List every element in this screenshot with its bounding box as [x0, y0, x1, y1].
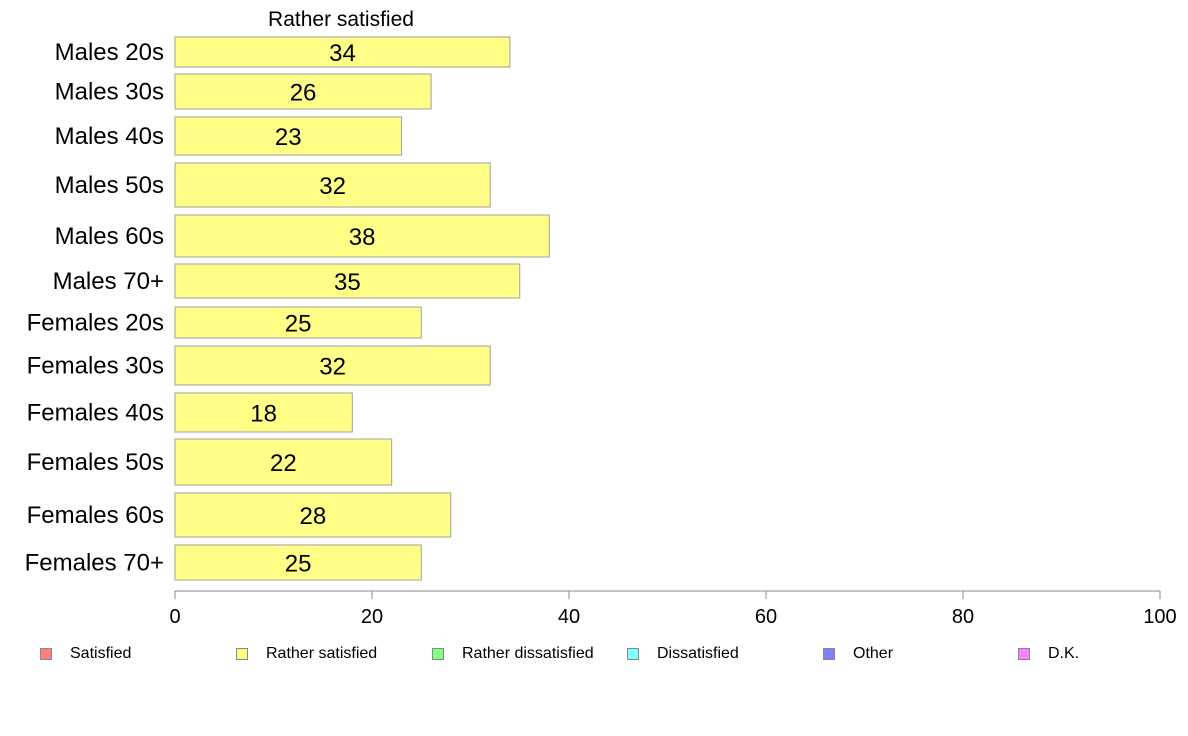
data-label: 38 [349, 224, 376, 251]
data-label: 25 [285, 311, 312, 338]
category-label: Males 30s [55, 79, 164, 106]
bar [174, 162, 491, 208]
bar [174, 492, 452, 538]
legend-swatch [40, 648, 52, 660]
bar [174, 36, 511, 68]
legend-item: Rather dissatisfied [432, 645, 594, 663]
legend-label: Rather satisfied [266, 645, 378, 662]
legend-item: Satisfied [40, 645, 131, 663]
bar [174, 73, 432, 110]
bar [174, 392, 353, 433]
legend-item: Other [823, 645, 893, 663]
data-label: 32 [319, 354, 346, 381]
x-tick-label: 80 [952, 606, 974, 628]
chart-title: Rather satisfied [268, 8, 414, 31]
legend-label: Rather dissatisfied [462, 645, 594, 662]
category-label: Females 20s [27, 310, 164, 337]
category-label: Males 50s [55, 172, 164, 199]
data-label: 28 [300, 503, 327, 530]
legend-swatch [823, 648, 835, 660]
legend-label: D.K. [1048, 645, 1080, 662]
category-label: Males 40s [55, 123, 164, 150]
data-label: 22 [270, 450, 297, 477]
bar [174, 306, 422, 339]
legend-item: Dissatisfied [627, 645, 739, 663]
x-tick-label: 40 [558, 606, 580, 628]
category-label: Females 30s [27, 353, 164, 380]
legend-swatch [432, 648, 444, 660]
x-tick-label: 100 [1143, 606, 1176, 628]
data-label: 26 [290, 80, 317, 107]
legend-swatch [1018, 648, 1030, 660]
data-label: 35 [334, 269, 361, 296]
data-label: 23 [275, 124, 302, 151]
data-label: 34 [329, 40, 356, 67]
data-label: 18 [250, 401, 277, 428]
data-label: 32 [319, 173, 346, 200]
legend-label: Other [853, 645, 894, 662]
bar [174, 345, 491, 386]
category-label: Females 60s [27, 502, 164, 529]
legend: Satisfied Rather satisfied Rather dissatis… [0, 645, 1188, 667]
category-label: Females 40s [27, 400, 164, 427]
legend-item: Rather satisfied [236, 645, 377, 663]
x-tick-label: 0 [169, 606, 180, 628]
legend-label: Dissatisfied [657, 645, 739, 662]
data-label: 25 [285, 551, 312, 578]
bar [174, 544, 422, 581]
x-tick-label: 60 [755, 606, 777, 628]
legend-swatch [627, 648, 639, 660]
bar [174, 263, 521, 299]
bar [174, 438, 393, 486]
category-label: Males 20s [55, 39, 164, 66]
x-tick-label: 20 [361, 606, 383, 628]
legend-label: Satisfied [70, 645, 132, 662]
x-axis: 0 20 40 60 80 100 [169, 590, 1177, 628]
category-label: Females 50s [27, 449, 164, 476]
legend-item: D.K. [1018, 645, 1079, 663]
legend-swatch [236, 648, 248, 660]
category-label: Females 70+ [25, 550, 164, 577]
bar [174, 116, 403, 156]
category-label: Males 60s [55, 223, 164, 250]
bar [174, 214, 550, 258]
bars-layer: Males 20s 34 Males 30s 26 Males 40s 23 Males 5… [25, 36, 550, 581]
category-label: Males 70+ [53, 268, 164, 295]
